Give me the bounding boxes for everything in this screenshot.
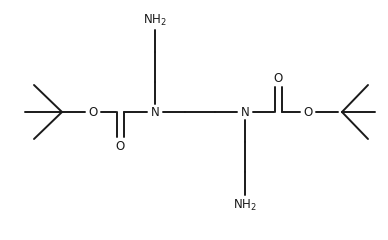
Text: O: O bbox=[88, 106, 98, 119]
Text: N: N bbox=[241, 106, 249, 119]
Text: O: O bbox=[115, 139, 125, 152]
Text: N: N bbox=[151, 106, 159, 119]
Text: NH$_2$: NH$_2$ bbox=[143, 12, 167, 28]
Text: O: O bbox=[303, 106, 313, 119]
Text: NH$_2$: NH$_2$ bbox=[233, 198, 257, 213]
Text: O: O bbox=[274, 72, 282, 84]
